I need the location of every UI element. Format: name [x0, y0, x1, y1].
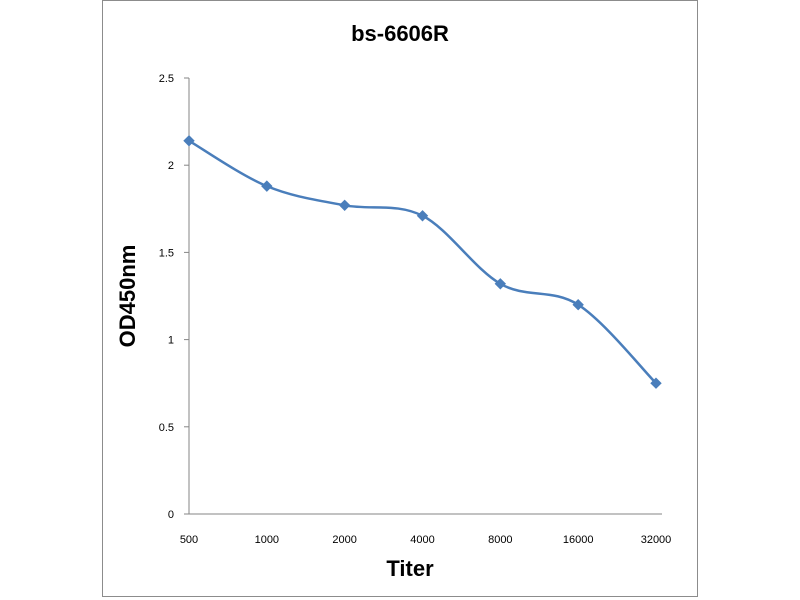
- x-tick-label: 2000: [332, 534, 356, 546]
- series-line: [188, 139, 657, 385]
- x-tick-label: 8000: [488, 534, 512, 546]
- data-point-marker: [572, 299, 584, 311]
- x-tick-label: 16000: [563, 534, 594, 546]
- y-tick-label: 0: [168, 509, 174, 521]
- x-tick-label: 32000: [641, 534, 672, 546]
- y-axis: 0 0.5 1 1.5 2 2.5: [159, 73, 190, 521]
- data-point-marker: [650, 377, 662, 389]
- data-point-marker: [494, 278, 507, 290]
- y-tick-label: 1: [168, 335, 174, 347]
- x-tick-label: 1000: [255, 534, 279, 546]
- data-point-marker: [338, 199, 351, 212]
- x-axis: 500 1000 2000 4000 8000 16000 32000: [180, 513, 672, 546]
- data-point-marker: [183, 135, 195, 147]
- x-axis-title: Titer: [386, 556, 434, 581]
- x-tick-label: 4000: [410, 534, 434, 546]
- plot-area: [183, 135, 662, 389]
- y-axis-title: OD450nm: [115, 245, 140, 348]
- y-tick-label: 1.5: [159, 247, 174, 259]
- y-tick-label: 2.5: [159, 73, 174, 85]
- x-tick-label: 500: [180, 534, 198, 546]
- data-point-marker: [416, 210, 429, 222]
- y-tick-label: 0.5: [159, 422, 174, 434]
- y-tick-label: 2: [168, 160, 174, 172]
- chart-frame: [102, 0, 698, 597]
- data-point-marker: [261, 180, 273, 192]
- chart-title: bs-6606R: [351, 21, 449, 46]
